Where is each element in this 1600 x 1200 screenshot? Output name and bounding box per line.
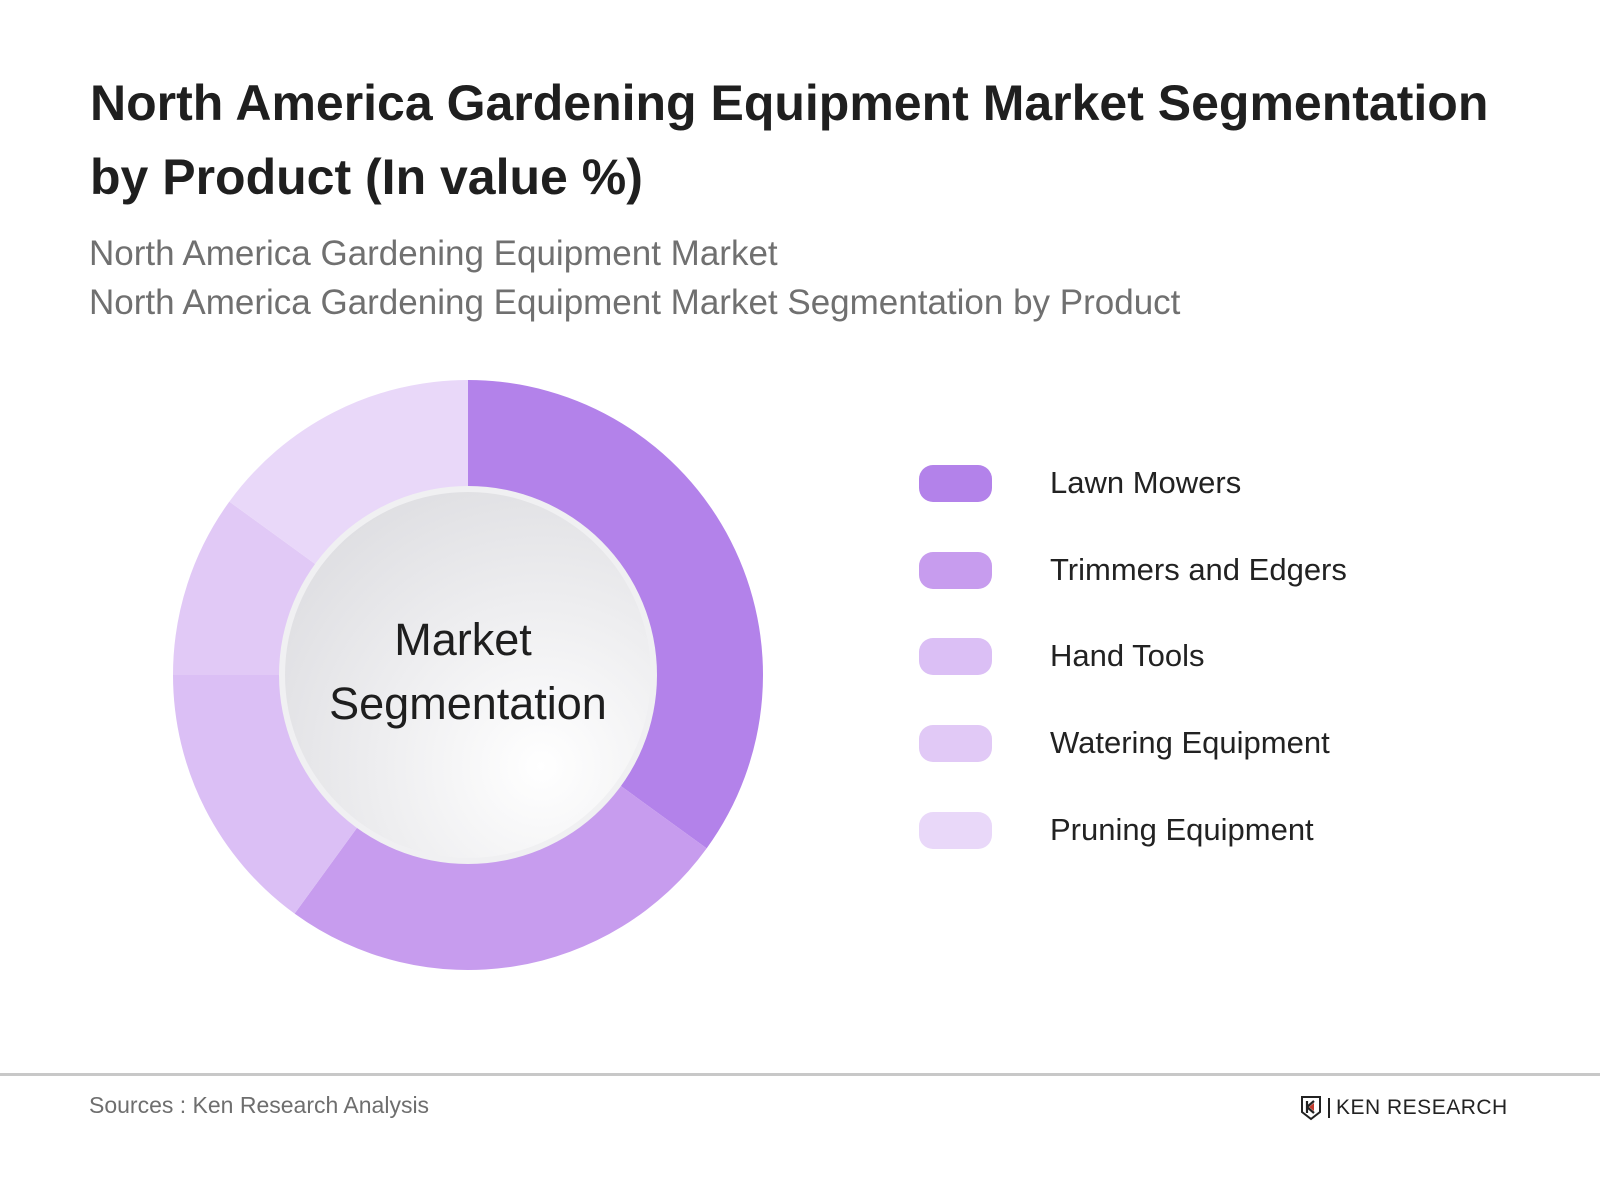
subtitle-segmentation: North America Gardening Equipment Market…: [89, 283, 1181, 322]
legend-swatch: [919, 638, 992, 675]
legend-label: Lawn Mowers: [1050, 465, 1242, 500]
legend-label: Trimmers and Edgers: [1050, 552, 1347, 587]
legend-swatch: [919, 552, 992, 589]
center-label-line1: Market: [394, 614, 532, 665]
legend-label: Hand Tools: [1050, 638, 1205, 673]
source-note: Sources : Ken Research Analysis: [89, 1092, 430, 1118]
legend-label: Watering Equipment: [1050, 725, 1330, 760]
footer-divider: [0, 1073, 1600, 1076]
legend-item-trimmers-edgers: Trimmers and Edgers: [919, 550, 1519, 590]
legend-swatch: [919, 812, 992, 849]
legend-item-watering-equipment: Watering Equipment: [919, 723, 1519, 763]
legend-item-hand-tools: Hand Tools: [919, 636, 1519, 676]
legend-label: Pruning Equipment: [1050, 812, 1314, 847]
legend-item-lawn-mowers: Lawn Mowers: [919, 463, 1519, 503]
subtitle-market: North America Gardening Equipment Market: [89, 234, 778, 273]
legend-swatch: [919, 725, 992, 762]
center-disc: [285, 492, 651, 858]
legend-swatch: [919, 465, 992, 502]
ken-research-logo: KEN RESEARCH: [1300, 1095, 1508, 1121]
center-label-line2: Segmentation: [329, 678, 607, 729]
legend-item-pruning-equipment: Pruning Equipment: [919, 810, 1519, 850]
ken-logo-icon: [1301, 1096, 1321, 1121]
chart-title: North America Gardening Equipment Market…: [90, 75, 1489, 205]
logo-separator: [1328, 1098, 1330, 1118]
logo-text: KEN RESEARCH: [1336, 1096, 1508, 1119]
